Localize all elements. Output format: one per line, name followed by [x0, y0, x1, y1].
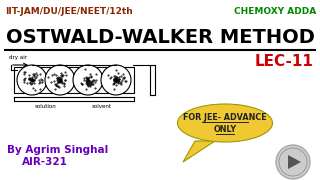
Text: FOR JEE- ADVANCE: FOR JEE- ADVANCE [183, 114, 267, 123]
Circle shape [279, 148, 307, 176]
Circle shape [276, 145, 310, 179]
Ellipse shape [178, 104, 273, 142]
Text: OSTWALD-WALKER METHOD: OSTWALD-WALKER METHOD [5, 28, 315, 47]
Circle shape [45, 65, 75, 95]
Text: solution: solution [35, 104, 57, 109]
Polygon shape [183, 141, 215, 162]
Text: IIT-JAM/DU/JEE/NEET/12th: IIT-JAM/DU/JEE/NEET/12th [5, 7, 133, 16]
Text: solvent: solvent [92, 104, 112, 109]
Text: ONLY: ONLY [213, 125, 236, 134]
Text: dry air: dry air [9, 55, 27, 60]
Bar [14, 67, 134, 93]
Circle shape [73, 65, 103, 95]
Circle shape [101, 65, 131, 95]
Text: By Agrim Singhal: By Agrim Singhal [7, 145, 108, 155]
Circle shape [17, 65, 47, 95]
Text: LEC-11: LEC-11 [254, 54, 313, 69]
Text: AIR-321: AIR-321 [22, 157, 68, 167]
Text: CHEMOXY ADDA: CHEMOXY ADDA [234, 7, 316, 16]
Polygon shape [288, 155, 301, 169]
